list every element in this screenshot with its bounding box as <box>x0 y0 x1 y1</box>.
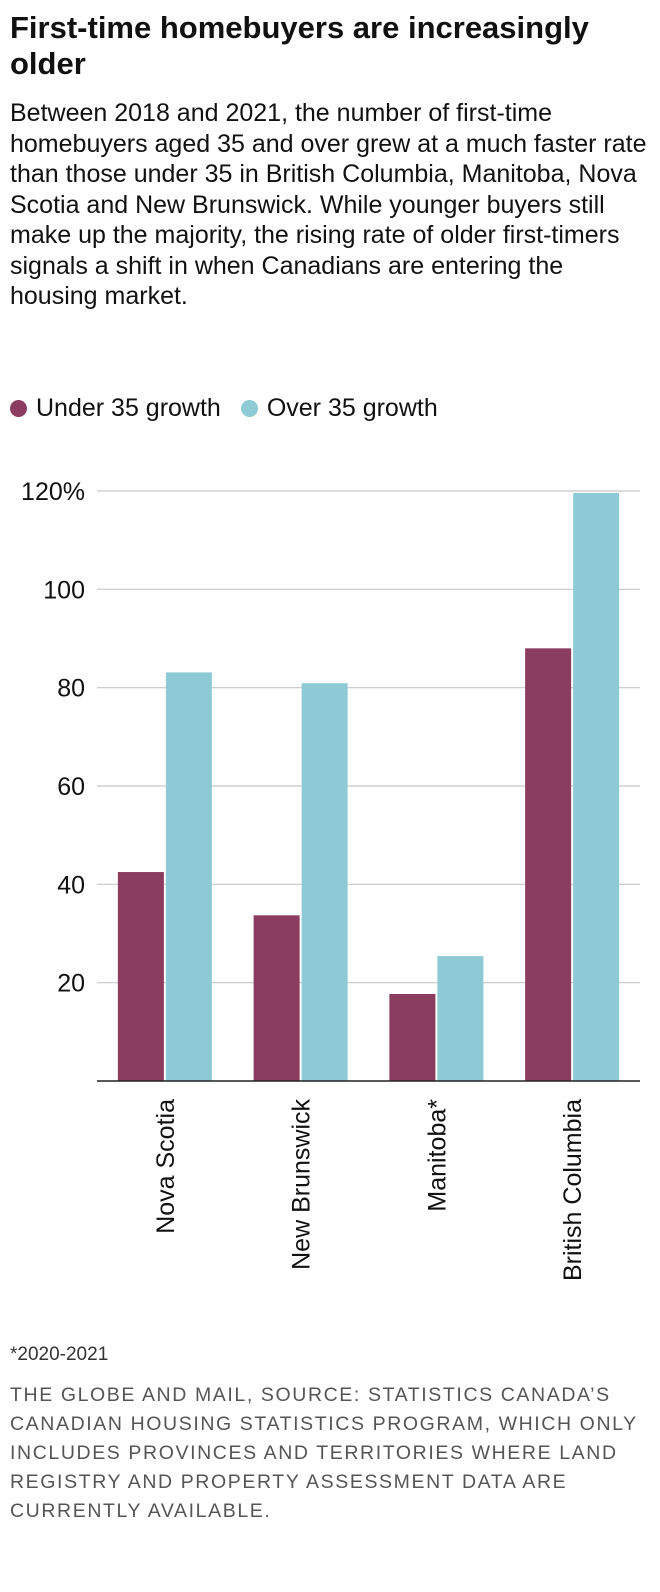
y-tick-label-100: 100 <box>43 576 85 604</box>
x-tick-label-0: Nova Scotia <box>152 1099 180 1234</box>
bar-under-35-3 <box>525 648 572 1081</box>
x-tick-label-1: New Brunswick <box>288 1099 316 1270</box>
y-tick-label-20: 20 <box>57 970 85 998</box>
bar-under-35-0 <box>117 872 164 1081</box>
legend-swatch-under-35 <box>10 399 27 417</box>
bar-over-35-3 <box>573 492 620 1081</box>
y-tick-label-40: 40 <box>57 871 85 899</box>
bar-chart: 20 40 60 80 100 120% Nova Scotia New Brunswick M… <box>21 478 640 1281</box>
bar-over-35-1 <box>301 683 348 1081</box>
bar-under-35-2 <box>389 993 436 1081</box>
legend-label-under-35: Under 35 growth <box>36 393 221 422</box>
bar-under-35-1 <box>253 915 300 1081</box>
y-tick-label-120: 120% <box>21 478 85 506</box>
legend: Under 35 growth Over 35 growth <box>10 392 458 424</box>
source-credit: The Globe and Mail, Source: Statistics C… <box>10 1384 638 1522</box>
legend-item-over-35: Over 35 growth <box>240 393 438 423</box>
chart-subtitle: Between 2018 and 2021, the number of fir… <box>10 99 647 310</box>
bar-over-35-0 <box>165 672 212 1081</box>
x-tick-label-2: Manitoba* <box>423 1099 451 1212</box>
footnote: *2020-2021 <box>10 1344 109 1365</box>
y-tick-label-80: 80 <box>57 675 85 703</box>
legend-swatch-over-35 <box>240 399 258 417</box>
legend-label-over-35: Over 35 growth <box>266 393 438 422</box>
x-tick-label-3: British Columbia <box>559 1099 587 1281</box>
y-tick-label-60: 60 <box>57 773 85 801</box>
chart-title: First-time homebuyers are increasingly o… <box>10 10 589 81</box>
legend-item-under-35: Under 35 growth <box>10 394 221 423</box>
bar-over-35-2 <box>437 956 484 1081</box>
